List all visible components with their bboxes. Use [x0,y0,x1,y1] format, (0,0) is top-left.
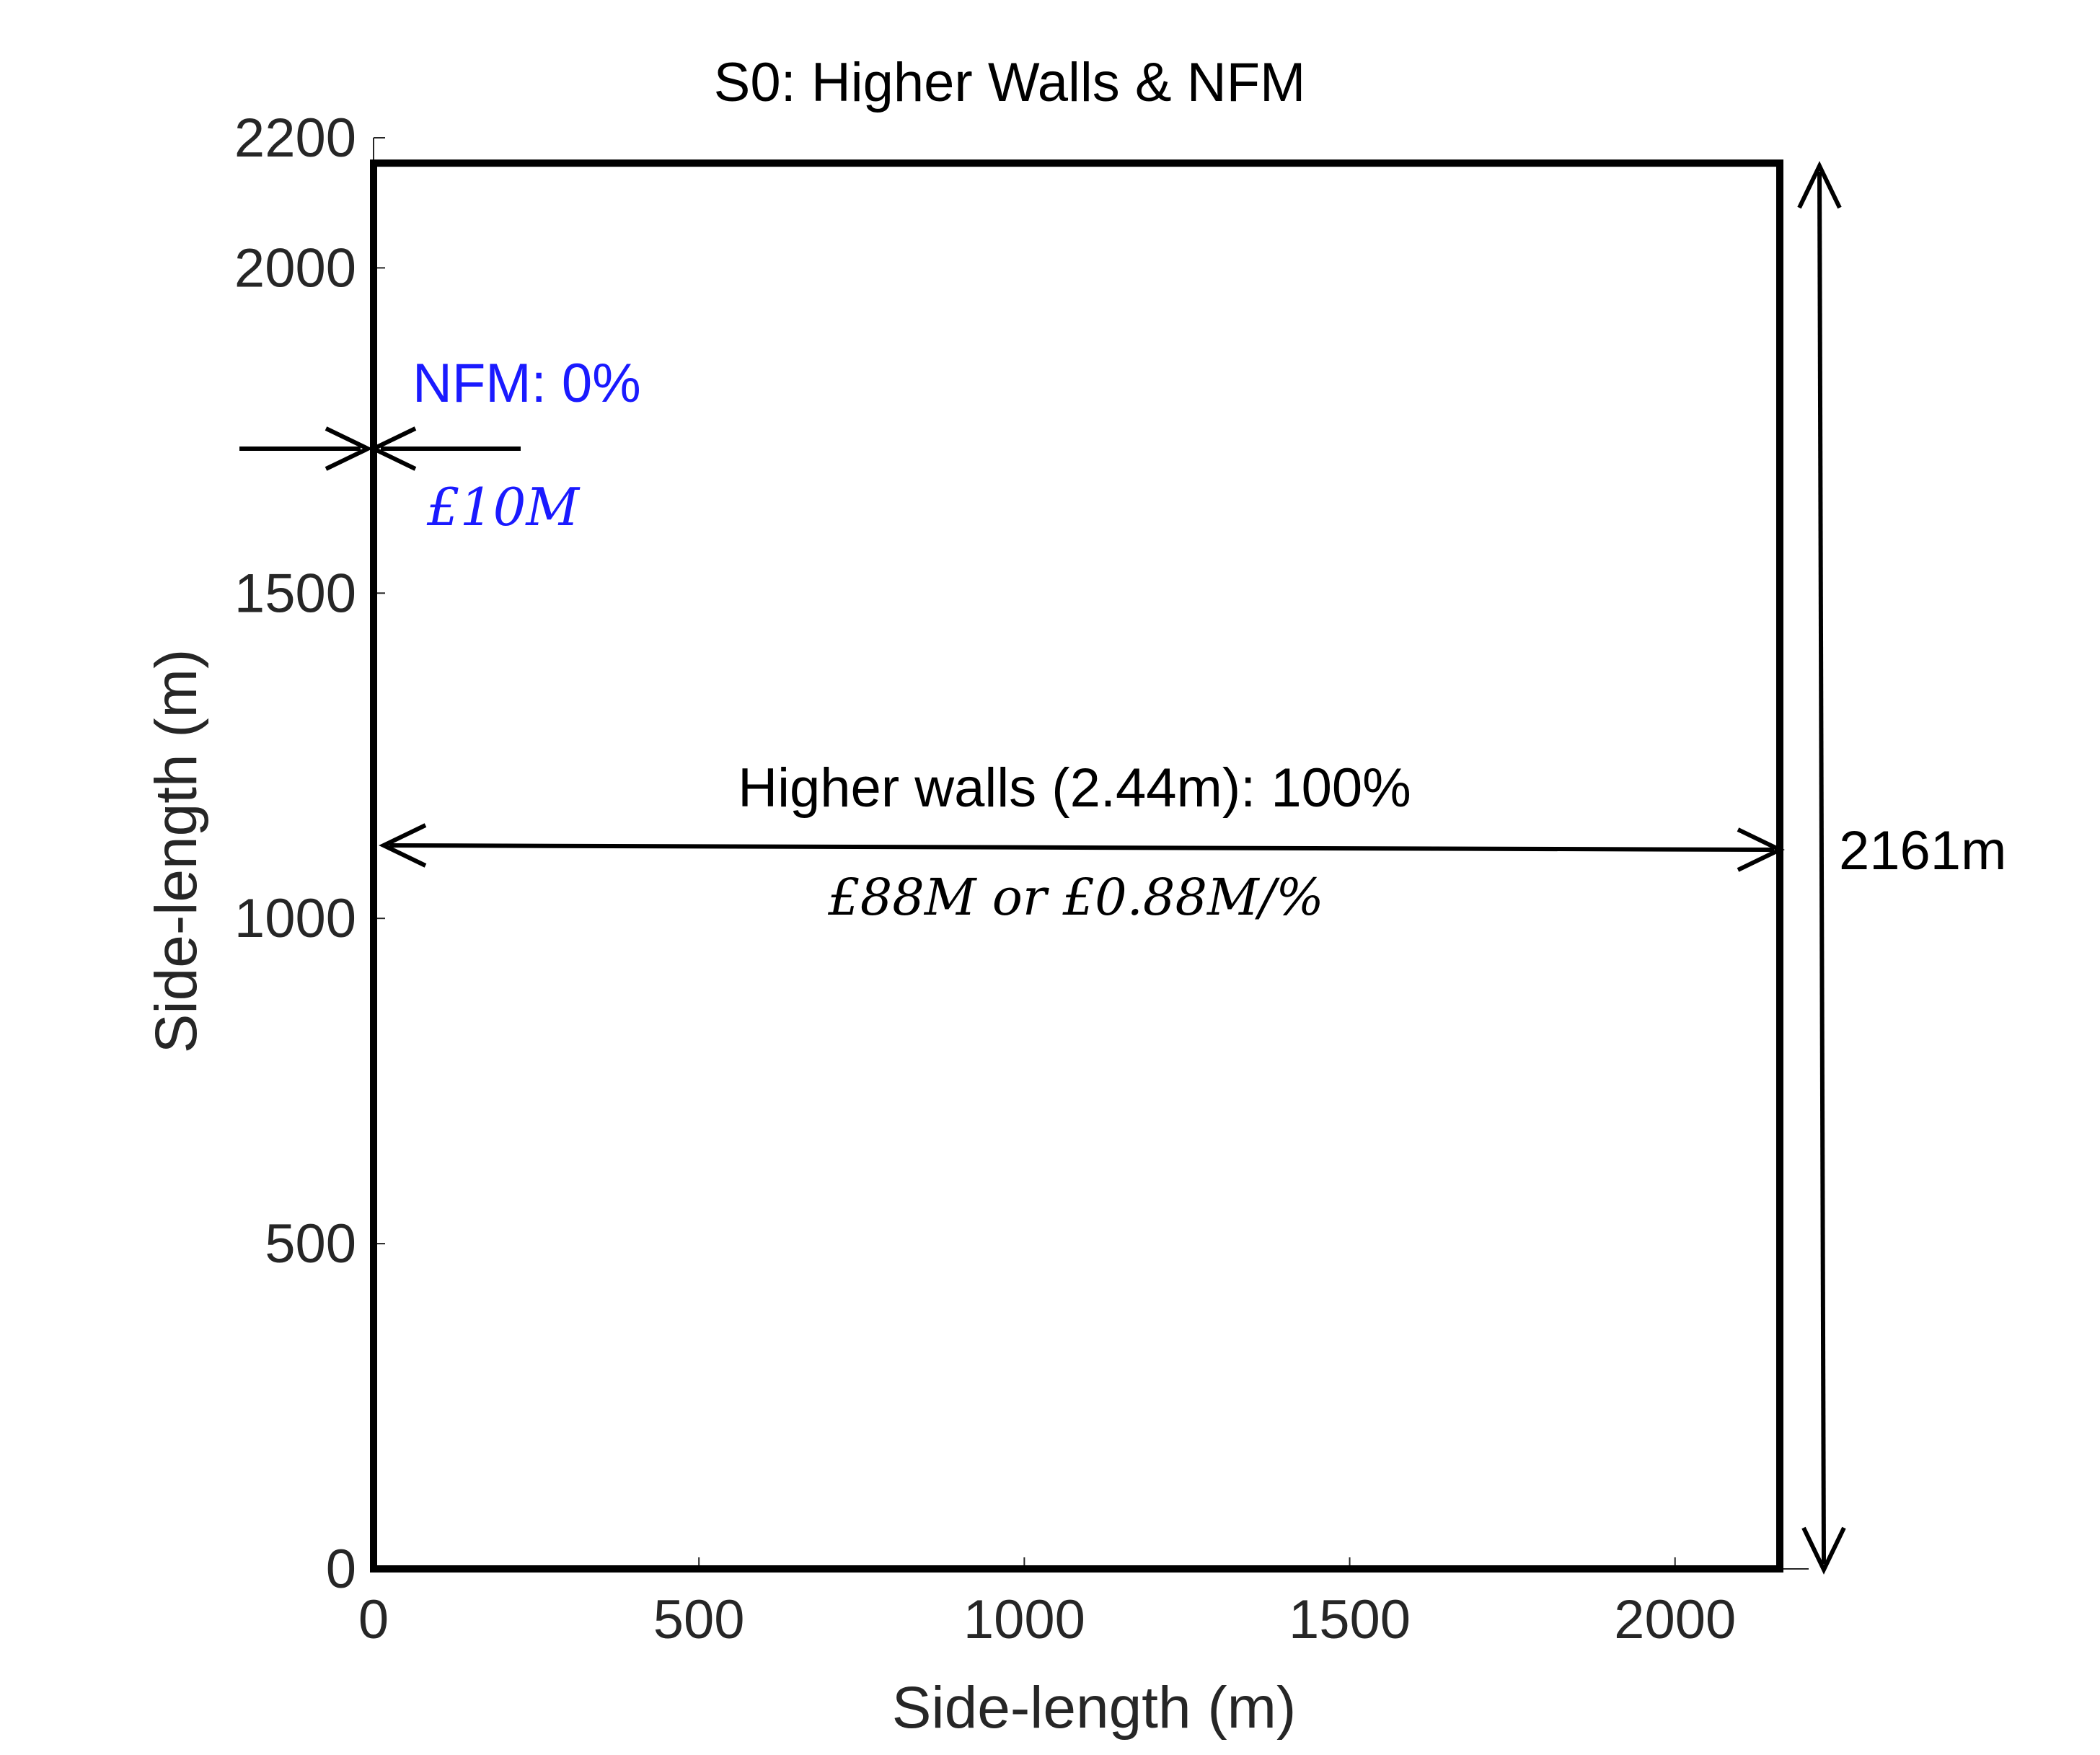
side-length-arrow [1797,161,1846,1575]
walls-cost: £88M or £0.88M/% [827,868,1324,927]
walls-arrow [379,823,1785,872]
y-tick-label: 0 [326,1539,356,1600]
side-length-arrow-line [1817,171,1826,1565]
side-length-label: 2161m [1839,820,2006,881]
nfm-arrowhead-right [369,426,417,471]
y-axis-ticks: 0 500 1000 1500 2000 2200 [234,107,385,1600]
y-tick-label: 2200 [234,107,356,169]
x-tick-label: 2000 [1614,1589,1736,1650]
walls-arrow-line [389,843,1775,852]
side-length-arrowhead-top [1797,161,1842,209]
x-axis-label: Side-length (m) [892,1675,1297,1741]
nfm-arrows [239,426,521,471]
x-tick-label: 1500 [1289,1589,1411,1650]
y-axis-label: Side-length (m) [144,649,209,1054]
side-length-arrowhead-bottom [1801,1526,1846,1575]
y-tick-label: 1500 [234,563,356,624]
y-tick-label: 1000 [234,888,356,949]
nfm-arrowhead-left [325,426,373,471]
nfm-cost: £10M [426,477,581,537]
walls-arrowhead-right [1737,827,1785,872]
x-axis-ticks: 0 500 1000 1500 2000 [358,1557,1809,1650]
chart-title: S0: Higher Walls & NFM [714,52,1306,113]
walls-label: Higher walls (2.44m): 100% [738,757,1411,819]
walls-arrowhead-left [379,823,427,868]
x-tick-label: 1000 [963,1589,1085,1650]
x-tick-label: 0 [358,1589,389,1650]
nfm-label: NFM: 0% [412,353,641,414]
y-tick-label: 500 [265,1213,356,1275]
x-tick-label: 500 [653,1589,745,1650]
study-area-square [370,159,1783,1573]
y-tick-label: 2000 [234,237,356,299]
